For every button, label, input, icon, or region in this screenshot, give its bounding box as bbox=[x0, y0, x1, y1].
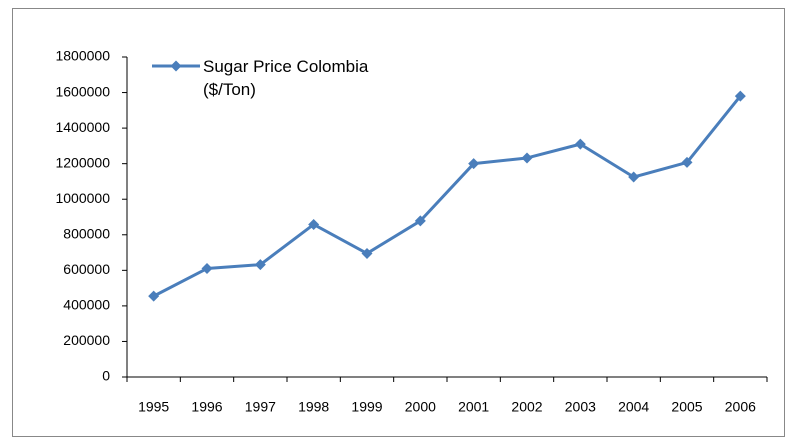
x-tick-label: 1996 bbox=[191, 399, 222, 415]
x-tick-label: 2004 bbox=[618, 399, 649, 415]
x-tick-label: 2006 bbox=[725, 399, 756, 415]
data-point bbox=[681, 156, 693, 168]
x-tick-label: 1997 bbox=[245, 399, 276, 415]
data-point bbox=[521, 152, 533, 164]
data-point bbox=[254, 259, 266, 271]
data-point bbox=[414, 215, 426, 227]
x-tick-label: 2001 bbox=[458, 399, 489, 415]
data-point bbox=[734, 90, 746, 102]
data-point bbox=[628, 171, 640, 183]
y-tick-label: 400000 bbox=[63, 297, 110, 313]
y-tick-label: 600000 bbox=[63, 261, 110, 277]
y-tick-label: 1600000 bbox=[55, 83, 110, 99]
x-tick-label: 2000 bbox=[405, 399, 436, 415]
x-tick-label: 2002 bbox=[511, 399, 542, 415]
x-tick-label: 1999 bbox=[351, 399, 382, 415]
legend-marker bbox=[170, 60, 182, 72]
y-tick-label: 1800000 bbox=[55, 48, 110, 64]
data-point bbox=[468, 158, 480, 170]
series-line bbox=[152, 95, 742, 298]
chart-frame bbox=[12, 8, 785, 437]
y-tick-label: 1200000 bbox=[55, 154, 110, 170]
y-tick-label: 1400000 bbox=[55, 119, 110, 135]
data-point bbox=[574, 138, 586, 150]
data-point bbox=[361, 247, 373, 259]
y-tick-label: 200000 bbox=[63, 332, 110, 348]
data-point bbox=[308, 218, 320, 230]
data-point bbox=[148, 290, 160, 302]
legend-label: Sugar Price Colombia ($/Ton) bbox=[203, 57, 369, 99]
y-tick-label: 800000 bbox=[63, 225, 110, 241]
data-point bbox=[201, 263, 213, 275]
x-tick-label: 2003 bbox=[565, 399, 596, 415]
x-tick-label: 1995 bbox=[138, 399, 169, 415]
x-tick-label: 2005 bbox=[671, 399, 702, 415]
y-tick-label: 1000000 bbox=[55, 190, 110, 206]
x-tick-label: 1998 bbox=[298, 399, 329, 415]
y-tick-label: 0 bbox=[102, 368, 110, 384]
